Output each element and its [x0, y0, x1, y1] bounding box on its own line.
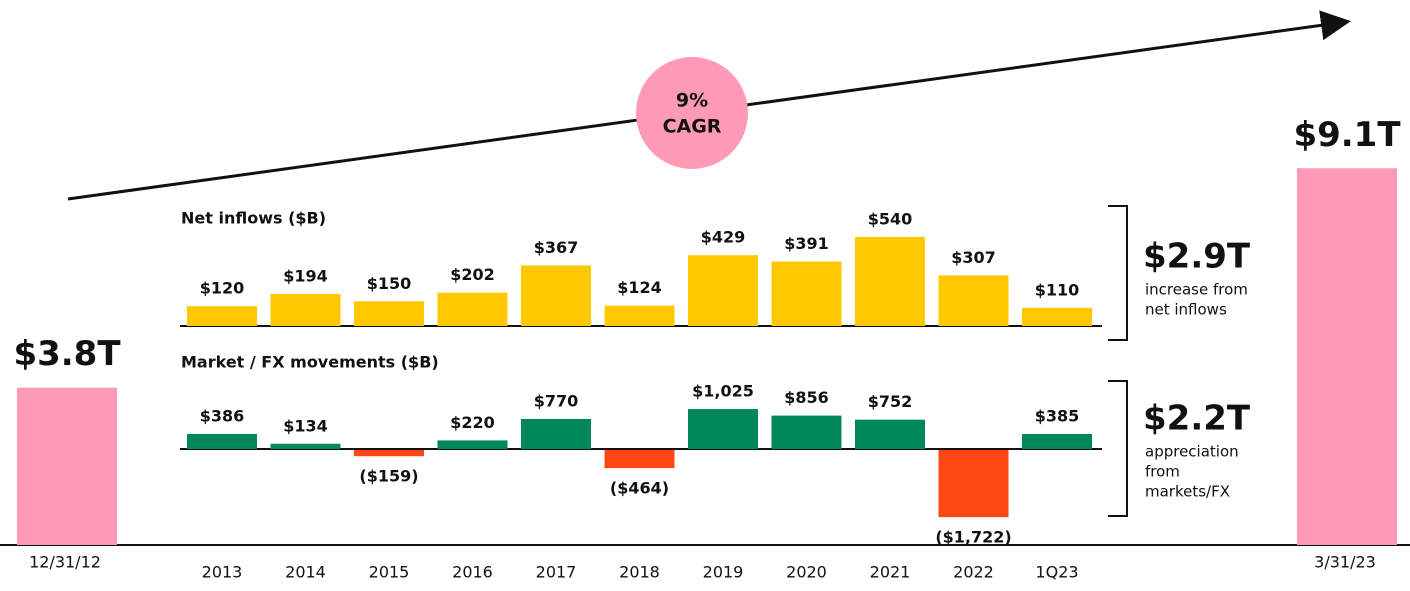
bar — [938, 450, 1009, 518]
value-label: $3.8T — [13, 334, 121, 374]
bar — [855, 419, 925, 449]
value-label: $110 — [1035, 280, 1080, 299]
total-bar — [1297, 168, 1397, 545]
value-label: ($1,722) — [935, 528, 1011, 547]
bar — [521, 265, 591, 326]
x-tick-label: 2016 — [452, 563, 493, 582]
value-label: $194 — [283, 266, 328, 285]
summary-text: markets/FX — [1145, 483, 1230, 501]
value-label: $391 — [784, 234, 829, 253]
bar — [604, 450, 675, 469]
value-label: ($159) — [359, 467, 418, 486]
x-tick-label: 2015 — [369, 563, 410, 582]
x-tick-label: 2018 — [619, 563, 660, 582]
total-bar — [17, 387, 117, 545]
cagr-label: CAGR — [663, 116, 722, 138]
value-label: $120 — [200, 279, 245, 298]
value-label: $429 — [701, 228, 746, 247]
value-label: $220 — [450, 413, 495, 432]
bar — [688, 409, 758, 449]
summary-text: net inflows — [1145, 301, 1227, 319]
x-tick-label: 2022 — [953, 563, 994, 582]
bar — [354, 301, 424, 326]
bar — [270, 443, 341, 449]
bar — [604, 305, 675, 326]
bar — [771, 415, 842, 449]
cagr-value: 9% — [676, 90, 708, 112]
value-label: $770 — [534, 391, 579, 410]
value-label: $385 — [1035, 406, 1080, 425]
value-label: $124 — [617, 278, 662, 297]
bar — [187, 433, 257, 449]
summary-value: $2.9T — [1143, 237, 1251, 277]
bar — [437, 440, 508, 449]
value-label: $540 — [868, 209, 913, 228]
bar — [354, 450, 424, 457]
bar — [855, 236, 925, 326]
value-label: $150 — [367, 274, 412, 293]
summary-value: $2.2T — [1143, 399, 1251, 439]
summary-text: increase from — [1145, 281, 1248, 299]
value-label: $9.1T — [1293, 115, 1401, 155]
x-tick-label: 2013 — [202, 563, 243, 582]
value-label: $134 — [283, 416, 328, 435]
x-tick-label: 2021 — [870, 563, 911, 582]
summary-text: from — [1145, 463, 1180, 481]
x-tick-label: 12/31/12 — [29, 553, 101, 572]
x-tick-label: 2020 — [786, 563, 827, 582]
bar — [688, 255, 758, 326]
value-label: $367 — [534, 238, 579, 257]
value-label: $1,025 — [692, 382, 754, 401]
x-tick-label: 1Q23 — [1035, 563, 1078, 582]
bar — [437, 292, 508, 326]
value-label: $752 — [868, 392, 913, 411]
bar — [270, 293, 341, 326]
bar — [771, 261, 842, 326]
value-label: $856 — [784, 388, 829, 407]
x-tick-label: 2019 — [703, 563, 744, 582]
value-label: $202 — [450, 265, 495, 284]
value-label: $386 — [200, 406, 245, 425]
x-tick-label: 2017 — [536, 563, 577, 582]
bar — [187, 306, 257, 326]
summary-text: appreciation — [1145, 443, 1239, 461]
x-tick-label: 3/31/23 — [1314, 553, 1376, 572]
cagr-badge — [636, 57, 748, 169]
value-label: ($464) — [610, 479, 669, 498]
x-tick-label: 2014 — [285, 563, 326, 582]
bar — [938, 275, 1009, 326]
bar — [1022, 433, 1092, 449]
bar — [1022, 307, 1092, 326]
bar — [521, 418, 591, 449]
panel-title: Market / FX movements ($B) — [181, 353, 439, 372]
panel-title: Net inflows ($B) — [181, 209, 326, 228]
value-label: $307 — [951, 248, 996, 267]
bracket — [1108, 380, 1128, 517]
bracket — [1108, 205, 1128, 341]
